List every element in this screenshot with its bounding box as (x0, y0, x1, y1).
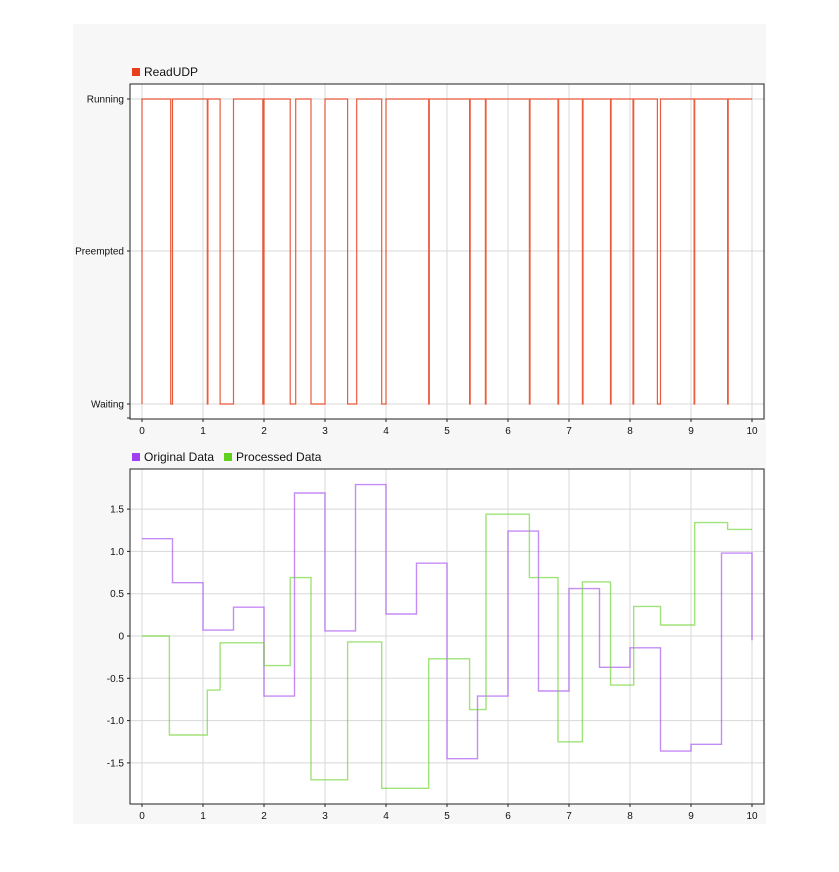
series-line-processed-data (142, 513, 752, 789)
x-tick-label-1: 6 (505, 426, 511, 437)
x-tick-label-1: 0 (139, 426, 145, 437)
x-tick-label-2: 6 (505, 811, 511, 822)
x-tick-label-1: 8 (627, 426, 633, 437)
legend-swatch-original-data (132, 453, 140, 461)
y-tick-label-2: -1.0 (107, 716, 125, 727)
series-line-original-data (142, 483, 753, 760)
x-tick-label-2: 9 (688, 811, 694, 822)
x-tick-label-2: 3 (322, 811, 328, 822)
legend-item-readudp[interactable]: ReadUDP (132, 65, 198, 79)
x-tick-label-2: 10 (746, 811, 758, 822)
legend-label-processed-data: Processed Data (236, 450, 322, 464)
x-tick-label-2: 2 (261, 811, 267, 822)
x-tick-label-2: 0 (139, 811, 145, 822)
y-tick-label-2: -0.5 (107, 674, 125, 685)
y-tick-label-2: -1.5 (107, 758, 125, 769)
y-tick-label-2: 1.0 (110, 547, 124, 558)
legend-item-processed-data[interactable]: Processed Data (224, 450, 321, 464)
x-tick-label-2: 1 (200, 811, 206, 822)
x-tick-label-1: 5 (444, 426, 450, 437)
legend-swatch-readudp (132, 68, 140, 76)
x-tick-label-2: 8 (627, 811, 633, 822)
legend-item-original-data[interactable]: Original Data (132, 450, 214, 464)
x-tick-label-2: 5 (444, 811, 450, 822)
y-tick-label-2: 0 (118, 632, 124, 643)
y-tick-label-1: Running (87, 95, 124, 106)
x-tick-label-1: 9 (688, 426, 694, 437)
y-tick-label-2: 0.5 (110, 589, 124, 600)
legend-bottom: Original Data Processed Data (132, 450, 331, 464)
x-tick-label-2: 7 (566, 811, 572, 822)
x-tick-label-1: 7 (566, 426, 572, 437)
x-tick-label-2: 4 (383, 811, 389, 822)
legend-label-original-data: Original Data (144, 450, 215, 464)
x-tick-label-1: 4 (383, 426, 389, 437)
series-line-readudp (141, 98, 752, 405)
legend-label-readudp: ReadUDP (144, 65, 199, 79)
y-tick-label-2: 1.5 (110, 505, 124, 516)
y-tick-label-1: Waiting (91, 400, 124, 411)
legend-top: ReadUDP (132, 65, 208, 79)
y-tick-label-1: Preempted (75, 247, 124, 258)
x-tick-label-1: 1 (200, 426, 206, 437)
x-tick-label-1: 3 (322, 426, 328, 437)
legend-swatch-processed-data (224, 453, 233, 461)
x-tick-label-1: 10 (746, 426, 758, 437)
x-tick-label-1: 2 (261, 426, 267, 437)
